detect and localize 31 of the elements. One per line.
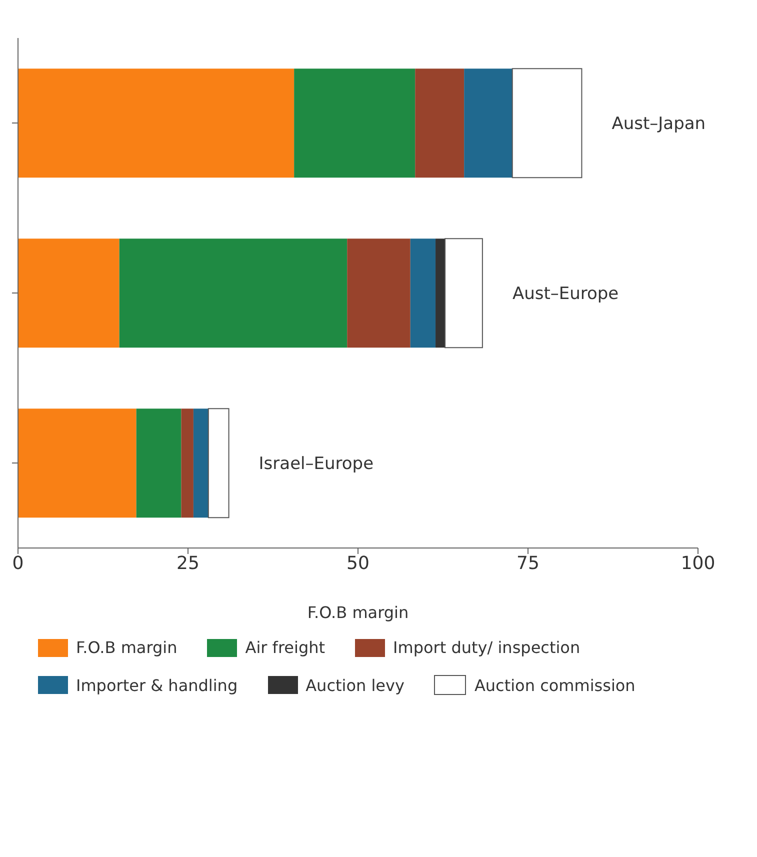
legend-label: F.O.B margin [76,638,178,657]
x-tick-label: 0 [12,552,24,574]
legend-label: Import duty/ inspection [393,638,580,657]
bar [415,68,464,178]
legend-label: Importer & handling [76,676,238,694]
bar [436,238,446,348]
bar [464,68,512,178]
x-axis-title: F.O.B margin [307,603,409,622]
bar [208,408,230,518]
bar [18,68,294,178]
bar [136,408,182,518]
bar [294,68,416,178]
legend-label: Auction levy [306,676,404,694]
bar [410,238,436,348]
y-tick-label: Israel–Europe [258,454,374,474]
bar [444,238,483,348]
y-tick-label: Aust–Japan [612,114,706,134]
bar [347,238,410,348]
x-tick-label: 75 [516,552,540,574]
bar [512,68,582,178]
x-tick-label: 25 [176,552,200,574]
bar [181,408,194,518]
bar [18,238,120,348]
legend-label: Auction commission [474,676,636,694]
x-tick-label: 100 [680,552,716,574]
bar [119,238,348,348]
bar [193,408,208,518]
bar [18,408,136,518]
legend-label: Air freight [245,638,326,657]
x-tick-label: 50 [346,552,370,574]
y-tick-label: Aust–Europe [512,284,619,304]
